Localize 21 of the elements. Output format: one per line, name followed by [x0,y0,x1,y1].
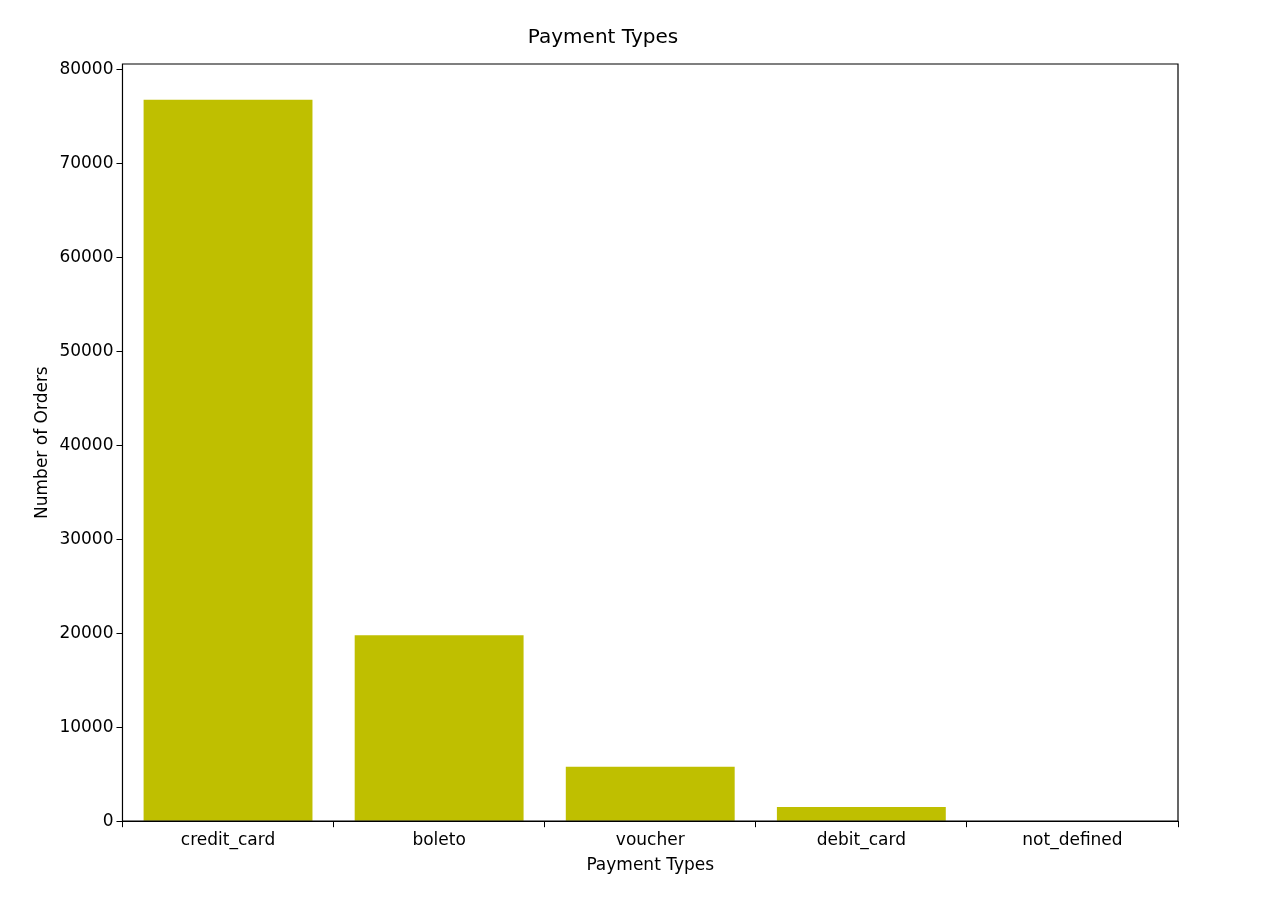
y-tick-label: 0 [102,809,114,830]
y-tick-label: 10000 [59,715,114,736]
bar [776,807,946,821]
y-tick-label: 80000 [59,58,114,79]
y-tick-label: 50000 [59,339,114,360]
bar [143,99,313,821]
y-tick-label: 20000 [59,621,114,642]
y-tick-label: 30000 [59,527,114,548]
x-tick-label: voucher [615,828,685,849]
y-axis-title: Number of Orders [30,366,51,519]
x-axis-title: Payment Types [586,854,715,875]
x-tick-label: debit_card [816,828,906,850]
y-tick-label: 70000 [59,152,114,172]
x-tick-label: credit_card [180,828,276,850]
bar [354,635,524,821]
x-tick-label: not_defined [1022,828,1123,850]
y-tick-label: 40000 [59,433,114,454]
bar [565,766,735,821]
y-tick-label: 60000 [59,245,114,266]
x-tick-label: boleto [412,828,466,849]
chart-title: Payment Types [527,24,679,49]
